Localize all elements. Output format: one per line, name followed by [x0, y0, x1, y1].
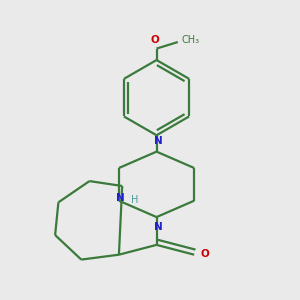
Text: N: N	[154, 222, 163, 232]
Text: N: N	[116, 193, 125, 203]
Text: O: O	[200, 249, 209, 259]
Text: CH₃: CH₃	[181, 35, 199, 45]
Text: O: O	[151, 35, 159, 45]
Text: N: N	[154, 136, 163, 146]
Text: H: H	[131, 195, 139, 205]
